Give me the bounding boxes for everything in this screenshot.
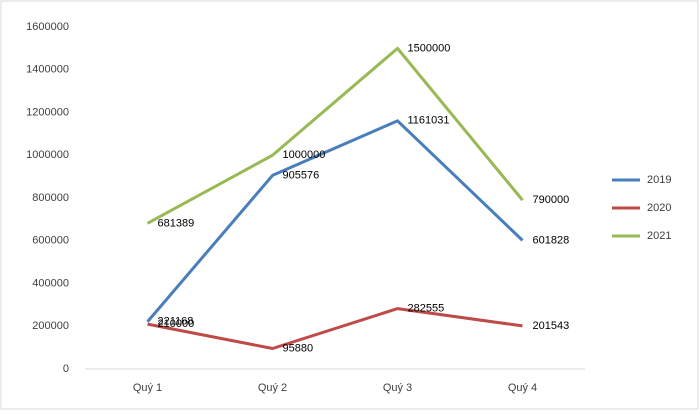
y-tick-label: 0 <box>63 363 69 375</box>
y-tick-label: 1600000 <box>26 21 69 33</box>
data-label: 95880 <box>283 342 314 354</box>
y-tick-label: 600000 <box>32 235 69 247</box>
line-series <box>146 46 524 225</box>
data-label: 681389 <box>158 217 195 229</box>
data-label: 210000 <box>158 318 195 330</box>
data-label: 1161031 <box>408 115 450 127</box>
data-label: 601828 <box>533 234 570 246</box>
x-tick-label: Quý 2 <box>258 382 287 394</box>
y-tick-label: 400000 <box>32 277 69 289</box>
data-label: 282555 <box>408 303 445 315</box>
y-tick-label: 200000 <box>32 320 69 332</box>
y-tick-label: 1400000 <box>26 64 69 76</box>
data-label: 1000000 <box>283 149 326 161</box>
line-series <box>147 307 523 351</box>
y-tick-label: 1200000 <box>26 106 69 118</box>
x-tick-label: Quý 1 <box>133 382 162 394</box>
x-tick-label: Quý 4 <box>508 382 537 394</box>
data-label: 201543 <box>533 320 570 332</box>
data-label: 905576 <box>283 169 320 181</box>
line-series <box>146 119 524 323</box>
legend-label: 2021 <box>647 230 671 242</box>
data-label: 1500000 <box>408 42 451 54</box>
legend-label: 2020 <box>647 202 671 214</box>
legend-label: 2019 <box>647 174 671 186</box>
x-tick-label: Quý 3 <box>383 382 412 394</box>
y-tick-label: 1000000 <box>26 149 69 161</box>
data-label: 221168 <box>158 316 194 328</box>
y-tick-label: 800000 <box>32 192 69 204</box>
data-label: 790000 <box>533 194 570 206</box>
